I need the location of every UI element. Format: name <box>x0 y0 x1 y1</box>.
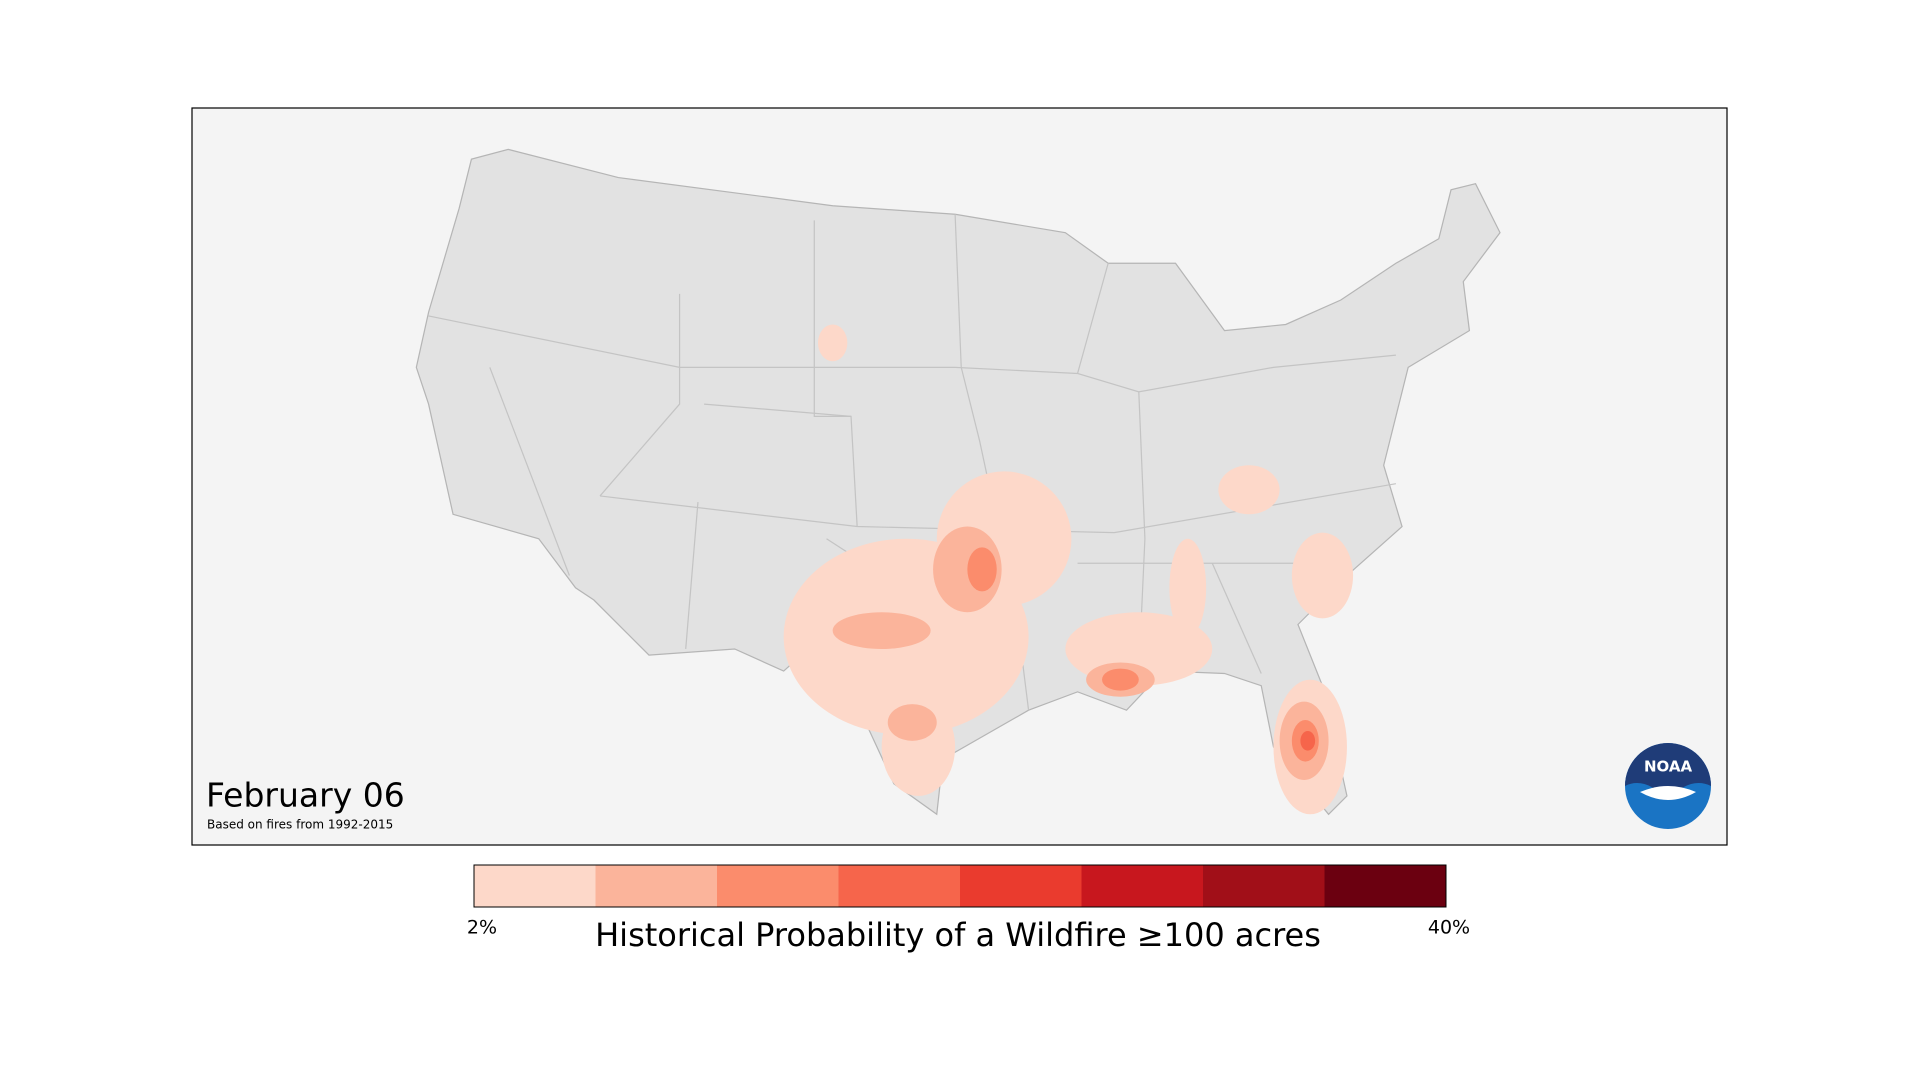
legend-swatch <box>717 865 839 907</box>
legend-swatch <box>474 865 596 907</box>
probability-area <box>1102 668 1139 691</box>
map-layer <box>415 148 1501 816</box>
logo-top <box>1625 743 1711 800</box>
legend-border <box>473 864 1447 908</box>
legend-min-label: 2% <box>467 917 497 939</box>
legend-swatch <box>1324 865 1446 907</box>
logo-bird <box>1640 786 1696 800</box>
map-subtitle: Based on fires from 1992-2015 <box>207 818 393 832</box>
probability-area <box>1300 731 1316 751</box>
legend-title: Historical Probability of a Wildfire ≥10… <box>595 916 1321 954</box>
legend-swatch <box>595 865 717 907</box>
probability-area <box>1218 465 1280 515</box>
legend-swatch <box>1203 865 1325 907</box>
probability-area <box>1169 538 1207 637</box>
logo-text: NOAA <box>1644 758 1693 776</box>
probability-area <box>817 324 848 362</box>
map-date: February 06 <box>206 776 405 815</box>
probability-area <box>887 704 937 741</box>
noaa-logo: NOAA <box>1625 743 1711 829</box>
legend-max-label: 40% <box>1428 917 1470 939</box>
probability-areas <box>783 324 1354 815</box>
legend: 2% 40% Historical Probability of a Wildf… <box>467 864 1470 954</box>
legend-swatch <box>960 865 1082 907</box>
probability-area <box>832 612 931 649</box>
legend-swatch <box>1081 865 1203 907</box>
legend-swatch <box>838 865 960 907</box>
probability-area <box>967 547 997 592</box>
us-outline <box>415 148 1501 816</box>
probability-area <box>1291 532 1354 619</box>
